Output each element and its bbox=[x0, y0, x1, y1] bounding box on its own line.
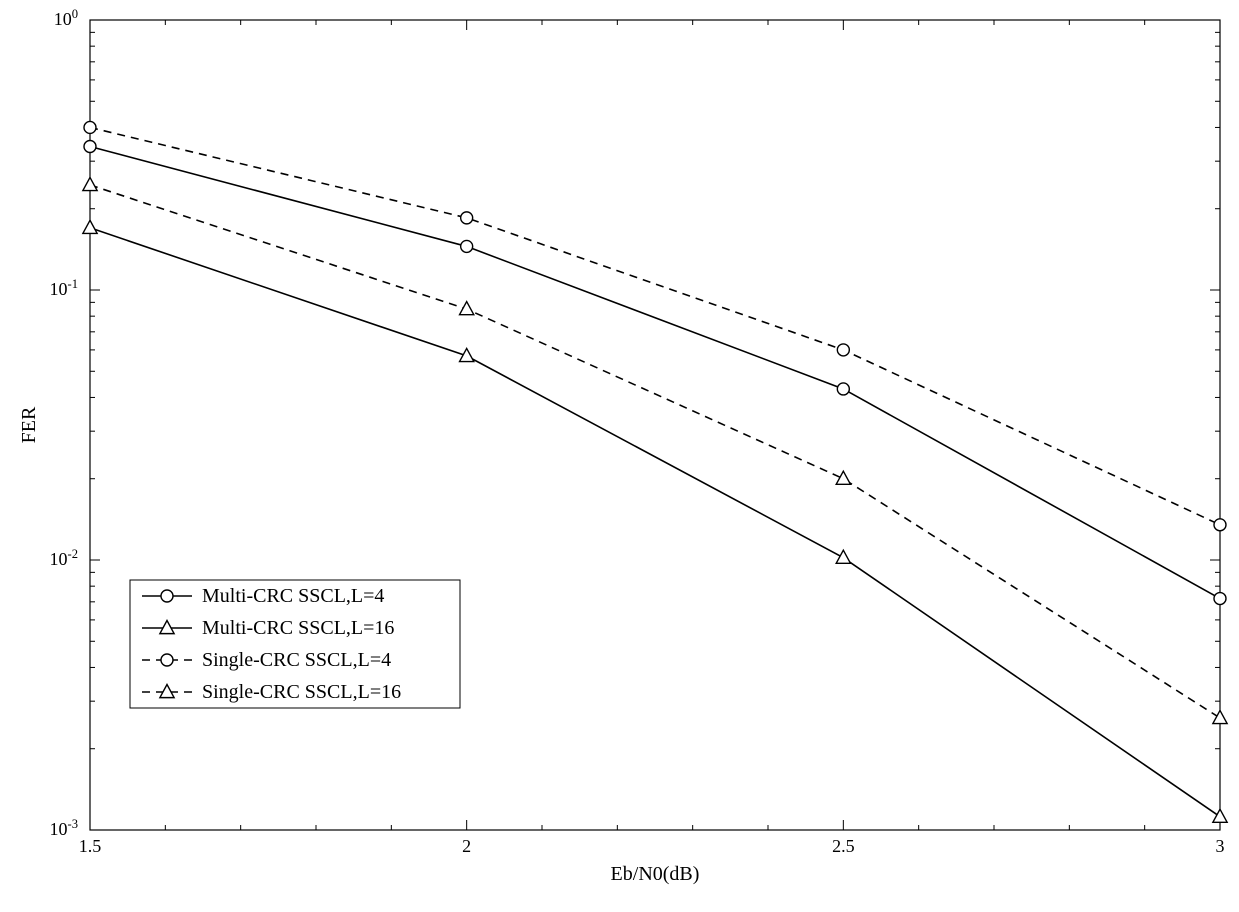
legend: Multi-CRC SSCL,L=4 Multi-CRC SSCL,L=16 Sin… bbox=[130, 580, 460, 708]
y-axis-label: FER bbox=[18, 406, 40, 443]
legend-label: Multi-CRC SSCL,L=4 bbox=[202, 585, 384, 607]
x-tick-label: 2.5 bbox=[832, 836, 855, 856]
x-tick-label: 1.5 bbox=[79, 836, 102, 856]
x-tick-label: 3 bbox=[1216, 836, 1225, 856]
legend-label: Single-CRC SSCL,L=16 bbox=[202, 681, 401, 703]
legend-label: Multi-CRC SSCL,L=16 bbox=[202, 617, 394, 639]
x-axis-label: Eb/N0(dB) bbox=[611, 863, 700, 885]
fer-chart: 1.522.5310-310-210-1100Eb/N0(dB)FERMulti… bbox=[0, 0, 1239, 912]
chart-svg: 1.522.5310-310-210-1100Eb/N0(dB)FERMulti… bbox=[0, 0, 1239, 912]
legend-label: Single-CRC SSCL,L=4 bbox=[202, 649, 391, 671]
x-tick-label: 2 bbox=[462, 836, 471, 856]
